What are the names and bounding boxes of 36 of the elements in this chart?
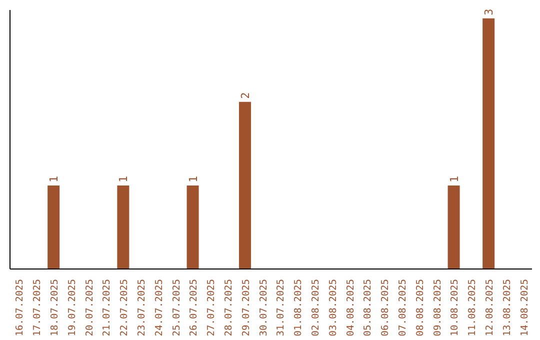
x-tick-label: 19.07.2025: [66, 279, 78, 336]
x-tick-label: 04.08.2025: [345, 279, 356, 336]
x-tick-label: 28.07.2025: [224, 279, 234, 336]
x-tick-label: 06.08.2025: [380, 279, 392, 336]
x-tick-label: 18.07.2025: [50, 279, 60, 336]
x-tick-label: 02.08.2025: [310, 279, 322, 336]
x-tick-label: 07.08.2025: [398, 279, 408, 336]
x-tick-label: 31.07.2025: [276, 279, 287, 336]
x-tick-label: 05.08.2025: [362, 279, 374, 336]
x-tick-label: 27.07.2025: [206, 279, 218, 336]
x-tick-label: 17.07.2025: [32, 279, 44, 336]
data-label: 1: [117, 176, 130, 182]
data-label: 1: [186, 176, 200, 182]
x-tick-label: 08.08.2025: [414, 279, 426, 336]
x-tick-label: 01.08.2025: [293, 279, 304, 336]
x-tick-label: 25.07.2025: [171, 279, 182, 336]
x-tick-label: 23.07.2025: [136, 279, 148, 336]
x-tick-label: 10.08.2025: [450, 279, 461, 336]
x-tick-label: 20.07.2025: [84, 279, 96, 336]
x-tick-label: 16.07.2025: [14, 279, 26, 336]
x-tick-label: 26.07.2025: [188, 279, 200, 336]
x-tick-label: 24.07.2025: [154, 279, 165, 336]
x-tick-label: 09.08.2025: [432, 279, 444, 336]
x-tick-label: 11.08.2025: [467, 279, 478, 336]
data-label: 1: [448, 176, 461, 182]
data-label: 2: [238, 92, 252, 99]
x-tick-label: 29.07.2025: [240, 279, 252, 336]
data-label: 3: [482, 8, 496, 16]
x-tick-label: 14.08.2025: [519, 279, 530, 336]
data-label: 1: [48, 176, 61, 182]
x-tick-label: 22.07.2025: [119, 279, 130, 336]
x-tick-label: 13.08.2025: [502, 279, 513, 336]
x-tick-label: 12.08.2025: [484, 279, 496, 336]
x-tick-label: 03.08.2025: [328, 279, 339, 336]
x-tick-label: 30.07.2025: [258, 279, 270, 336]
x-tick-label: 21.07.2025: [102, 279, 113, 336]
